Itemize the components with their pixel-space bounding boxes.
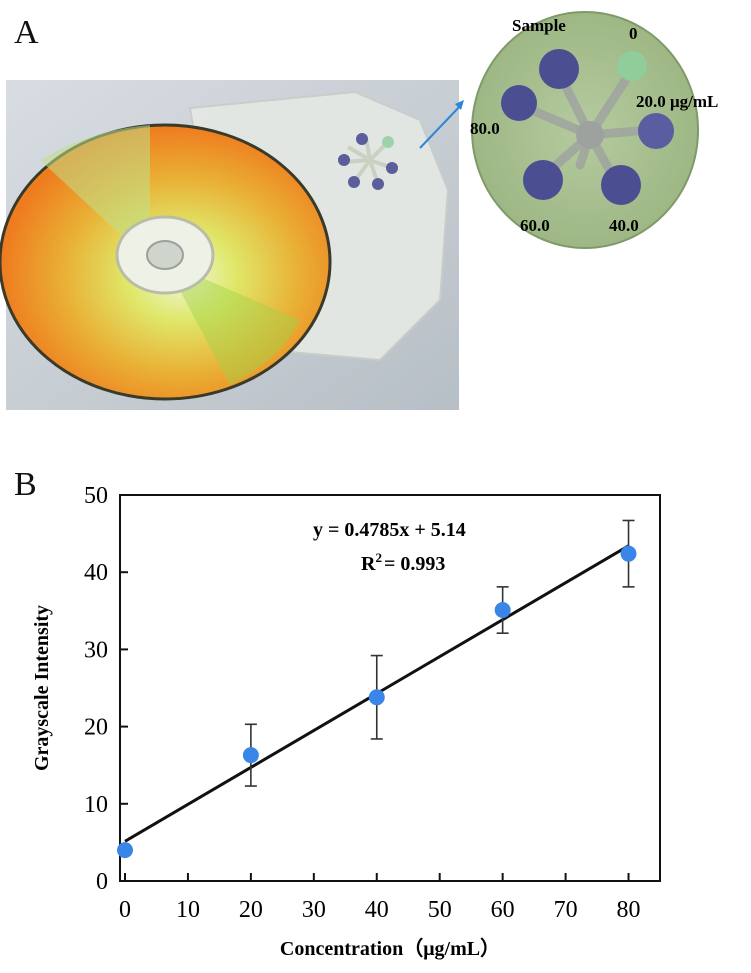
- x-tick-label: 20: [239, 897, 263, 923]
- x-tick-label: 10: [176, 897, 200, 923]
- y-tick-label: 40: [84, 560, 108, 586]
- data-point: [368, 689, 385, 706]
- y-tick-label: 50: [84, 483, 108, 509]
- data-point: [494, 602, 511, 619]
- y-axis-label: Grayscale Intensity: [31, 605, 53, 771]
- fit-equation: y = 0.4785x + 5.14: [313, 519, 466, 541]
- x-tick-label: 50: [428, 897, 452, 923]
- panel-label-b: B: [14, 466, 37, 503]
- calibration-chart: 0 10 20 30 40 50 0 10 20 30 40 50 60 70 80 y = 0.4785…: [31, 483, 661, 960]
- well-60: [523, 160, 563, 200]
- x-tick-label: 40: [365, 897, 389, 923]
- x-axis-label: Concentration（μg/mL）: [280, 937, 500, 960]
- x-axis: 0 10 20 30 40 50 60 70 80: [119, 873, 641, 923]
- y-tick-label: 30: [84, 637, 108, 663]
- label-sample: Sample: [512, 16, 566, 35]
- panel-label-a: A: [14, 14, 39, 51]
- r-squared: R2 = 0.993: [361, 550, 445, 575]
- plot-frame: [119, 494, 661, 882]
- x-tick-label: 60: [491, 897, 515, 923]
- y-tick-label: 20: [84, 715, 108, 741]
- cd-highlight-2: [165, 262, 300, 385]
- well-40: [601, 165, 641, 205]
- label-60: 60.0: [520, 216, 550, 235]
- x-tick-label: 0: [119, 897, 131, 923]
- data-series: [117, 519, 637, 859]
- well-0: [617, 51, 647, 81]
- label-20: 20.0 μg/mL: [636, 92, 718, 111]
- chip-photo: Sample 0 20.0 μg/mL 80.0 60.0 40.0: [0, 11, 718, 410]
- x-tick-label: 70: [554, 897, 578, 923]
- small-chip: [338, 133, 398, 190]
- y-axis: 0 10 20 30 40 50: [84, 483, 128, 895]
- well-20: [638, 113, 674, 149]
- y-tick-label: 10: [84, 792, 108, 818]
- x-tick-label: 30: [302, 897, 326, 923]
- well-sample: [539, 49, 579, 89]
- label-0: 0: [629, 24, 638, 43]
- zoomed-chip: Sample 0 20.0 μg/mL 80.0 60.0 40.0: [470, 11, 718, 249]
- data-point: [117, 842, 133, 859]
- zoom-arrow-head: [455, 100, 464, 110]
- label-40: 40.0: [609, 216, 639, 235]
- cd-highlight: [40, 125, 150, 262]
- zoom-arrow: [419, 103, 463, 149]
- y-tick-label: 0: [96, 869, 108, 895]
- data-point: [242, 747, 259, 764]
- cd-hole: [146, 240, 184, 270]
- x-tick-label: 80: [617, 897, 641, 923]
- data-point: [620, 545, 637, 562]
- well-80: [501, 85, 537, 121]
- label-80: 80.0: [470, 119, 500, 138]
